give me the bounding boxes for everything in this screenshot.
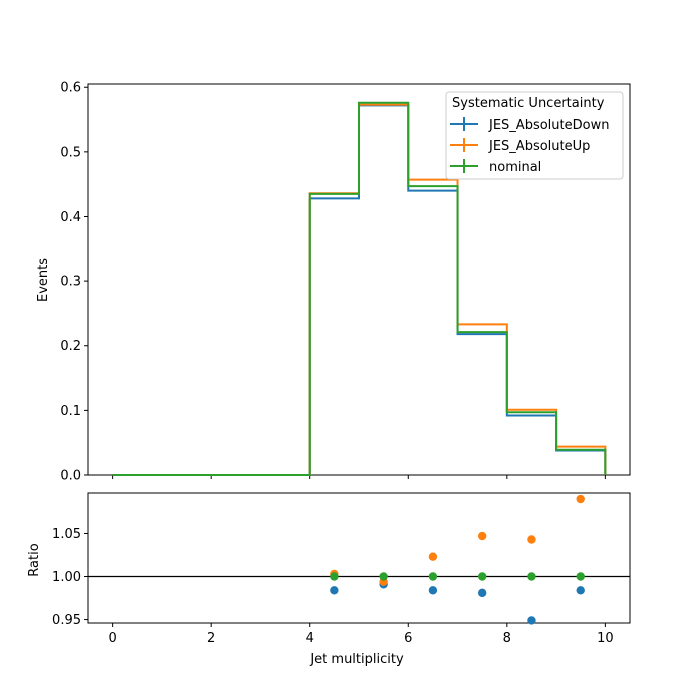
ratio-x-ticks: 0 2 4 6 8 10 [108,623,614,646]
main-histogram-panel: 0.0 0.1 0.2 0.3 0.4 0.5 0.6 Events Systematic … [36,81,631,484]
main-y-tick-label: 0.0 [60,469,81,484]
main-y-tick-label: 0.5 [60,145,81,160]
legend-title: Systematic Uncertainty [452,96,605,111]
ratio-x-tick-label: 4 [306,631,314,646]
legend-label-jes-absoluteup: JES_AbsoluteUp [488,139,590,154]
ratio-x-tick-label: 0 [108,631,116,646]
ratio-point-jes-absoluteup [527,535,536,544]
ratio-point-jes-absoluteup [477,531,487,541]
main-y-axis-label: Events [36,258,51,302]
main-y-tick-label: 0.3 [60,275,81,290]
ratio-plot-frame [87,492,631,624]
ratio-point-jes-absolutedown [576,586,585,595]
ratio-point-jes-absolutedown [477,588,487,598]
ratio-y-ticks: 0.95 1.00 1.05 [52,527,88,628]
ratio-y-axis-label: Ratio [27,543,42,576]
main-y-tick-label: 0.6 [60,81,81,96]
main-plot-frame [87,83,631,476]
ratio-point-nominal [330,572,339,581]
ratio-x-tick-label: 2 [207,631,215,646]
legend-label-nominal: nominal [489,160,541,175]
x-axis-label: Jet multiplicity [309,652,404,667]
ratio-point-nominal [428,572,438,581]
ratio-point-nominal [576,572,585,581]
ratio-point-nominal [477,572,487,581]
ratio-points [330,494,585,625]
ratio-x-tick-label: 8 [503,631,511,646]
ratio-y-tick-label: 1.05 [52,527,81,542]
ratio-y-tick-label: 0.95 [52,613,81,628]
ratio-point-jes-absoluteup [576,494,585,504]
ratio-x-tick-label: 6 [404,631,412,646]
ratio-point-jes-absolutedown [527,616,536,625]
ratio-point-jes-absolutedown [330,586,339,595]
ratio-y-tick-label: 1.00 [52,570,81,585]
ratio-panel: 0.95 1.00 1.05 0 2 4 6 8 10 Ratio Jet multiplic… [27,492,631,667]
ratio-point-nominal [379,572,388,581]
legend: Systematic Uncertainty JES_AbsoluteDown J… [445,91,624,180]
ratio-point-nominal [527,572,536,581]
legend-box [445,91,624,180]
main-y-tick-label: 0.4 [60,210,81,225]
main-y-tick-label: 0.1 [60,404,81,419]
histogram-line-nominal [112,101,607,476]
ratio-point-jes-absolutedown [428,586,438,595]
legend-label-jes-absolutedown: JES_AbsoluteDown [488,118,609,133]
main-y-ticks: 0.0 0.1 0.2 0.3 0.4 0.5 0.6 [60,81,88,484]
ratio-point-jes-absoluteup [428,552,438,561]
main-histogram-steps [112,101,607,476]
main-y-tick-label: 0.2 [60,339,81,354]
ratio-x-tick-label: 10 [597,631,614,646]
